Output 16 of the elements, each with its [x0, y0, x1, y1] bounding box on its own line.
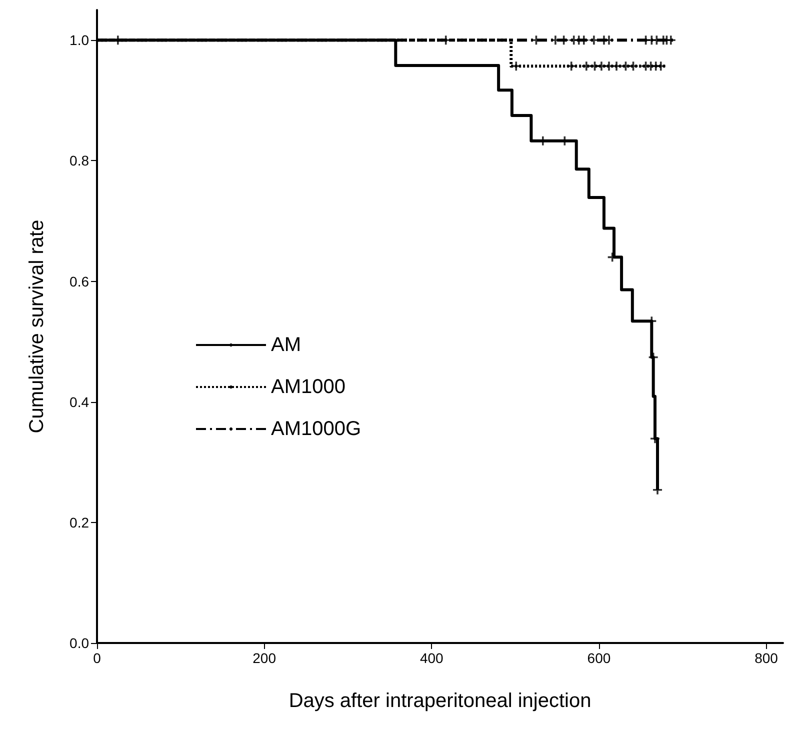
x-tick-label: 0 — [93, 650, 102, 666]
x-axis-title: Days after intraperitoneal injection — [288, 690, 592, 712]
y-tick-label: 0.2 — [70, 514, 90, 530]
y-tick-label: 1.0 — [70, 32, 90, 48]
legend-label: AM1000G — [271, 418, 362, 440]
y-tick-label: 0.4 — [70, 394, 90, 410]
y-axis-title: Cumulative survival rate — [26, 220, 48, 434]
y-tick-label: 0.8 — [70, 152, 90, 169]
x-tick-label: 600 — [587, 650, 611, 666]
y-tick-label: 0.6 — [70, 273, 90, 290]
y-tick-label: 0.0 — [70, 635, 90, 651]
legend-label: AM — [271, 334, 301, 356]
legend-label: AM1000 — [271, 376, 346, 398]
x-tick-label: 200 — [252, 650, 276, 666]
x-tick-label: 400 — [420, 650, 444, 666]
x-tick-label: 800 — [754, 650, 778, 666]
